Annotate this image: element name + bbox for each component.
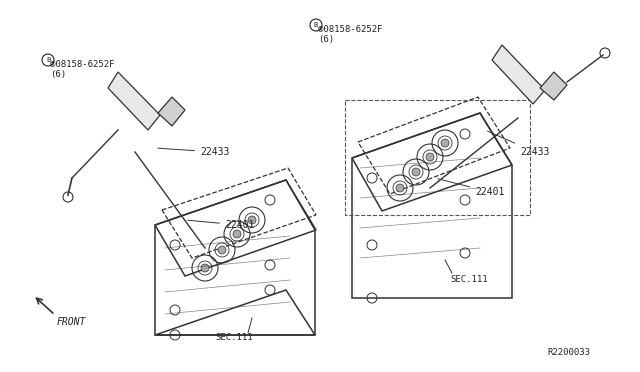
Circle shape	[218, 246, 226, 254]
Circle shape	[63, 192, 73, 202]
Text: 22401: 22401	[188, 220, 254, 230]
Text: ®08158-6252F
(6): ®08158-6252F (6)	[50, 60, 115, 79]
Polygon shape	[492, 45, 545, 104]
Polygon shape	[108, 72, 160, 130]
Circle shape	[412, 168, 420, 176]
Circle shape	[233, 230, 241, 238]
Polygon shape	[540, 72, 567, 100]
Text: SEC.111: SEC.111	[450, 275, 488, 284]
Text: SEC.111: SEC.111	[215, 333, 253, 342]
Text: FRONT: FRONT	[57, 317, 86, 327]
Circle shape	[396, 184, 404, 192]
Circle shape	[248, 216, 256, 224]
Text: 22401: 22401	[438, 179, 504, 197]
Circle shape	[426, 153, 434, 161]
Text: 22433: 22433	[158, 147, 229, 157]
Polygon shape	[158, 97, 185, 126]
Text: B: B	[46, 57, 50, 63]
Circle shape	[201, 264, 209, 272]
Circle shape	[441, 139, 449, 147]
Text: R2200033: R2200033	[547, 348, 590, 357]
Text: ®08158-6252F
(6): ®08158-6252F (6)	[318, 25, 383, 44]
Text: 22433: 22433	[488, 131, 549, 157]
Text: B: B	[314, 22, 318, 28]
Circle shape	[600, 48, 610, 58]
